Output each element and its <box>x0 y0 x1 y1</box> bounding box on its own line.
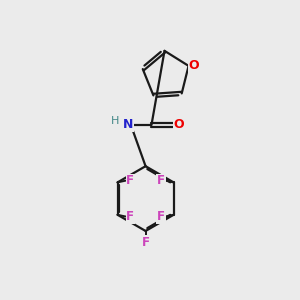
Text: O: O <box>174 118 184 131</box>
Text: F: F <box>126 210 134 223</box>
Text: H: H <box>110 116 119 126</box>
Text: F: F <box>157 174 165 187</box>
Text: N: N <box>123 118 134 131</box>
Text: F: F <box>142 236 150 249</box>
Text: O: O <box>189 59 199 72</box>
Text: F: F <box>157 210 165 223</box>
Text: F: F <box>126 174 134 187</box>
